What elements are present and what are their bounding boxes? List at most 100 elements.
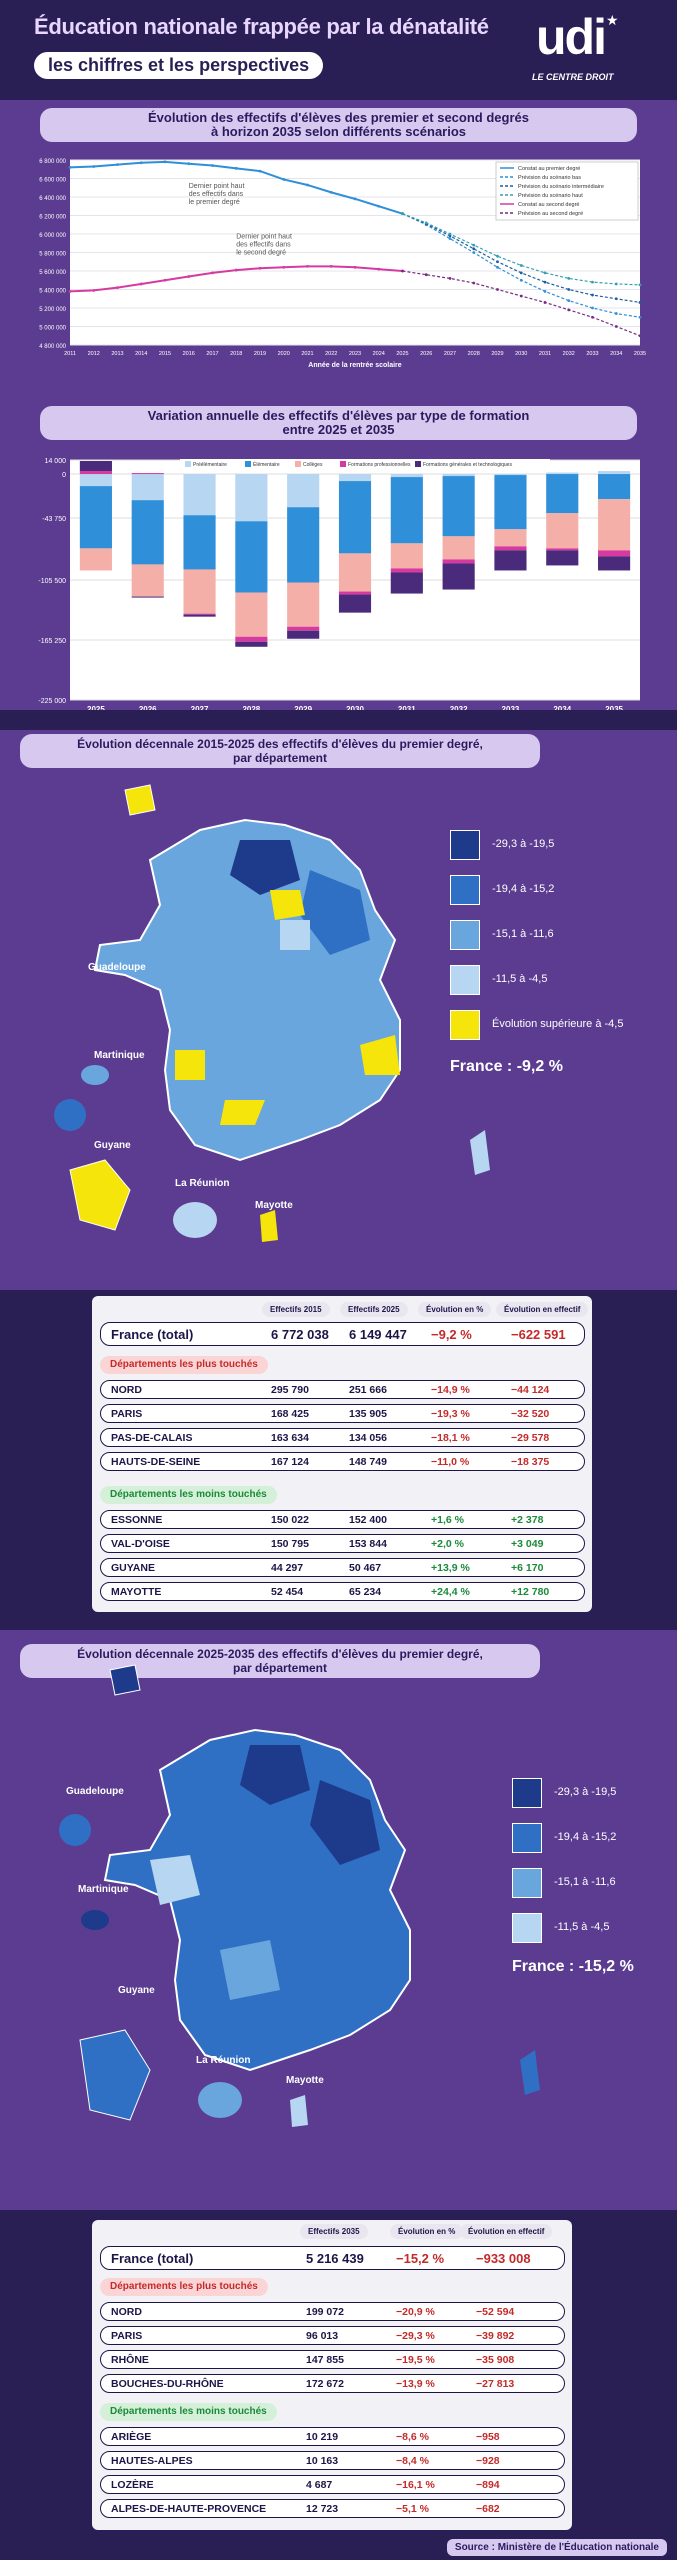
data-point [234,268,238,272]
cell-name: GUYANE [111,1562,155,1574]
data-point [116,286,119,290]
data-point [163,160,167,164]
source-note: Source : Ministère de l'Éducation nation… [446,2539,667,2556]
x-tick-label: 2026 [139,705,157,710]
data-point [306,183,309,187]
corse-shape [520,2050,540,2095]
x-tick-label: 2033 [586,351,598,357]
data-point [638,334,642,338]
table-row: GUYANE 44 297 50 467 +13,9 % +6 170 [100,1558,585,1577]
data-point [543,280,547,284]
data-point [353,265,357,269]
bar-segment [131,474,164,501]
data-point [567,277,571,280]
data-point [282,178,286,181]
legend-label: Préélémentaire [193,462,227,468]
cell-pct: −13,9 % [396,2378,435,2390]
legend-label: Prévision du scénario haut [518,193,583,199]
data-point [567,308,571,312]
bar-segment [338,481,372,554]
bar-segment [183,474,216,516]
mayotte-shape [290,2095,308,2127]
annotation-text: Dernier point haut [189,183,245,190]
best-label: Départements les moins touchés [100,1486,277,1504]
x-tick-label: 2035 [634,351,646,357]
x-tick-label: 2012 [88,351,100,357]
bar-segment [442,563,475,590]
x-tick-label: 2030 [515,351,527,357]
bar-segment [494,475,527,530]
label-guyane: Guyane [94,1140,131,1151]
bar-segment [287,582,320,627]
cell-pct: −19,5 % [396,2354,435,2366]
bar-chart: 14 000 0 -43 750 -105 500 -165 250 -225 000 20… [38,458,640,710]
table-row: NORD 199 072 −20,9 % −52 594 [100,2302,565,2321]
mayotte-shape [260,1210,278,1242]
data-point [211,164,214,167]
legend-swatch [450,965,480,995]
data-point [163,278,167,282]
y-tick-label: -105 500 [38,578,66,585]
bar-segment [287,626,320,631]
map2-total: France : -15,2 % [512,1958,634,1975]
data-point [543,289,547,293]
bar-segment [235,521,268,593]
legend-label: -11,5 à -4,5 [554,1921,610,1933]
col-header: Évolution en % [390,2224,464,2239]
cell-v2: 50 467 [349,1562,382,1574]
cell-v1: 168 425 [271,1408,309,1420]
cell-name: PAS-DE-CALAIS [111,1432,193,1444]
page-subtitle: les chiffres et les perspectives [34,52,324,79]
inset-idf [124,784,156,816]
region-east [310,1780,380,1865]
cell-eff: −958 [476,2431,500,2443]
x-tick-label: 2027 [191,705,209,710]
chart2-title-line1: Variation annuelle des effectifs d'élève… [147,408,530,423]
data-point [329,264,333,268]
x-tick-label: 2028 [468,351,480,357]
legend-label: Prévision du scénario bas [518,175,581,181]
x-tick-label: 2016 [183,351,195,357]
data-point [258,266,262,270]
bar-segment [494,550,527,571]
label-reunion: La Réunion [175,1178,230,1189]
bar-segment [235,592,268,637]
region-north [240,1745,310,1805]
x-tick-label: 2023 [349,351,361,357]
bar-segment [287,474,320,508]
x-tick-label: 2017 [206,351,218,357]
data-point [567,299,571,302]
bar-segment [235,641,268,647]
cell-v1: 12 723 [306,2503,339,2515]
data-point [614,282,618,286]
guadeloupe-shape [54,1099,86,1131]
martinique-shape [81,1910,109,1930]
cell-name: ARIÈGE [111,2431,152,2443]
data-point [638,283,642,287]
guyane-shape [69,1159,131,1231]
cell-pct: −29,3 % [396,2330,435,2342]
legend-label: -11,5 à -4,5 [492,973,548,985]
cell-eff: −39 892 [476,2330,515,2342]
table-row: VAL-D'OISE 150 795 153 844 +2,0 % +3 049 [100,1534,585,1553]
cell-eff: −894 [476,2479,500,2491]
label-mayotte: Mayotte [255,1200,293,1211]
table-row: PAS-DE-CALAIS 163 634 134 056 −18,1 % −29 57… [100,1428,585,1447]
table-row: ALPES-DE-HAUTE-PROVENCE 12 723 −5,1 % −682 [100,2499,565,2518]
x-tick-label: 2025 [87,705,105,710]
bar-segment [442,536,475,560]
map2-title-line1: Évolution décennale 2025-2035 des effect… [77,1647,483,1661]
guadeloupe-shape [59,1814,91,1846]
cell-eff: −27 813 [476,2378,515,2390]
y-tick-label: 6 400 000 [39,196,66,202]
data-point [519,271,523,275]
x-tick-label: 2030 [346,705,364,710]
col-header: Évolution en % [418,1302,492,1317]
bar-segment [183,614,216,617]
table-row: PARIS 168 425 135 905 −19,3 % −32 520 [100,1404,585,1423]
cell-eff: −35 908 [476,2354,515,2366]
cell-name: PARIS [111,2330,143,2342]
row-pct: −15,2 % [396,2251,445,2266]
martinique-shape [81,1065,109,1085]
best-label: Départements les moins touchés [100,2403,277,2421]
